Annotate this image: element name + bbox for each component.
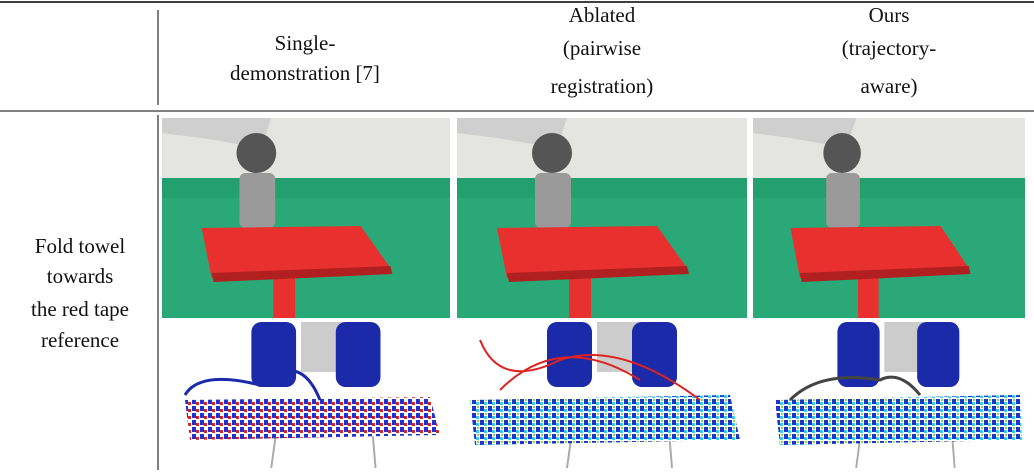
row-label: Fold towel towards the red tape referenc…	[31, 234, 129, 352]
header-text: Single-	[275, 31, 336, 55]
point-cloud	[162, 322, 450, 468]
row-label-text: the red tape	[31, 297, 129, 321]
header-text: registration)	[551, 74, 654, 98]
header-text: (trajectory-	[842, 36, 936, 60]
header-text: (pairwise	[563, 36, 641, 60]
row-label-text: reference	[41, 328, 119, 352]
towel-points	[775, 395, 1022, 445]
header-text: Ours	[869, 3, 910, 27]
towel-points	[470, 395, 740, 445]
photo	[162, 118, 450, 318]
point-cloud	[457, 322, 747, 468]
header: Single- demonstration [7] Ablated (pairw…	[230, 3, 936, 98]
row-label-text: Fold towel	[35, 234, 126, 258]
header-text: aware)	[860, 74, 917, 98]
row-label-text: towards	[47, 264, 114, 288]
images	[162, 118, 1025, 468]
photo	[457, 118, 747, 318]
header-text: demonstration [7]	[230, 61, 380, 85]
photo	[753, 118, 1025, 318]
header-text: Ablated	[569, 3, 636, 27]
figure-table: Single- demonstration [7] Ablated (pairw…	[0, 0, 1034, 475]
towel-points	[185, 397, 440, 440]
